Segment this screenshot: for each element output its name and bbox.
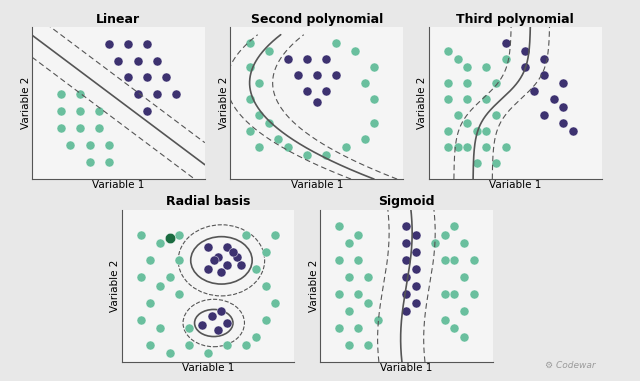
X-axis label: Variable 1: Variable 1	[291, 181, 343, 190]
X-axis label: Variable 1: Variable 1	[489, 181, 541, 190]
Title: Radial basis: Radial basis	[166, 195, 250, 208]
Title: Second polynomial: Second polynomial	[251, 13, 383, 26]
Text: ⚙ Codewar: ⚙ Codewar	[545, 360, 595, 370]
Y-axis label: Variable 2: Variable 2	[110, 259, 120, 312]
Y-axis label: Variable 2: Variable 2	[219, 77, 229, 129]
Title: Linear: Linear	[97, 13, 140, 26]
X-axis label: Variable 1: Variable 1	[92, 181, 145, 190]
X-axis label: Variable 1: Variable 1	[182, 363, 234, 373]
Y-axis label: Variable 2: Variable 2	[308, 259, 319, 312]
Y-axis label: Variable 2: Variable 2	[20, 77, 31, 129]
Title: Third polynomial: Third polynomial	[456, 13, 574, 26]
Title: Sigmoid: Sigmoid	[378, 195, 435, 208]
Y-axis label: Variable 2: Variable 2	[417, 77, 428, 129]
X-axis label: Variable 1: Variable 1	[380, 363, 433, 373]
